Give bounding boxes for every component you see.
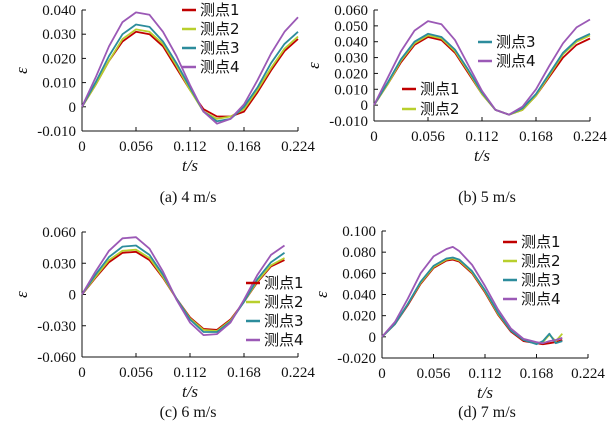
y-tick-label: 0.080 <box>342 245 376 261</box>
x-tick-label: 0.224 <box>281 365 315 381</box>
series-line-4 <box>381 245 563 345</box>
x-tick-label: 0.056 <box>119 139 153 155</box>
series-line-2 <box>373 34 591 116</box>
y-axis-title: ε <box>12 67 31 74</box>
x-tick-label: 0.112 <box>468 366 501 382</box>
series-line-3 <box>81 23 299 123</box>
y-tick-label: 0.020 <box>42 51 76 67</box>
panel-caption: (b) 5 m/s <box>458 189 516 206</box>
x-tick-label: 0.112 <box>173 139 206 155</box>
y-tick-label: 0.010 <box>42 76 76 92</box>
legend-label: 测点2 <box>420 100 460 118</box>
panel-caption: (d) 7 m/s <box>458 404 516 421</box>
x-axis-title: t/s <box>477 383 493 402</box>
y-tick-label: 0.050 <box>334 19 368 35</box>
y-tick-label: -0.010 <box>329 114 368 130</box>
legend-label: 测点4 <box>200 58 240 76</box>
y-tick-label: 0.020 <box>342 309 376 325</box>
legend-label: 测点1 <box>521 233 561 251</box>
legend-label: 测点1 <box>200 1 240 19</box>
x-tick-label: 0.224 <box>571 366 605 382</box>
y-tick-label: -0.020 <box>337 351 376 367</box>
legend-label: 测点2 <box>521 252 561 270</box>
series-line-1 <box>373 36 591 116</box>
y-tick-label: 0.040 <box>42 3 76 19</box>
x-tick-label: 0 <box>378 366 386 382</box>
x-tick-label: 0 <box>78 139 86 155</box>
y-tick-label: 0.060 <box>342 266 376 282</box>
x-tick-label: 0.056 <box>119 365 153 381</box>
x-axis-title: t/s <box>182 382 198 401</box>
y-tick-label: 0.030 <box>42 256 76 272</box>
y-tick-label: 0.040 <box>342 288 376 304</box>
x-axis-title: t/s <box>474 146 490 165</box>
x-tick-label: 0.224 <box>573 129 607 145</box>
legend-label: 测点4 <box>496 52 536 70</box>
y-tick-label: 0.010 <box>334 82 368 98</box>
legend-label: 测点3 <box>496 33 536 51</box>
y-tick-label: 0.040 <box>334 35 368 51</box>
y-tick-label: -0.060 <box>37 350 76 366</box>
legend-label: 测点3 <box>200 39 240 57</box>
series-line-4 <box>373 18 591 116</box>
x-tick-label: 0 <box>78 365 86 381</box>
y-tick-label: 0 <box>369 330 377 346</box>
x-tick-label: 0.168 <box>227 365 261 381</box>
x-tick-label: 0.056 <box>417 366 451 382</box>
x-tick-label: 0.056 <box>411 129 445 145</box>
y-tick-label: 0.030 <box>334 51 368 67</box>
y-tick-label: 0.060 <box>334 3 368 19</box>
y-tick-label: 0 <box>69 100 77 116</box>
series-line-4 <box>81 236 286 337</box>
series-line-4 <box>81 11 299 125</box>
legend-label: 测点2 <box>200 20 240 38</box>
y-tick-label: 0 <box>361 98 369 114</box>
legend-label: 测点4 <box>264 331 304 349</box>
y-tick-label: -0.030 <box>37 319 76 335</box>
y-tick-label: 0 <box>69 288 77 304</box>
chart-panel-3: -0.060 -0.030 0 0.030 0.060 0 0.056 0.112 0.168 0… <box>12 225 315 421</box>
y-tick-label: 0.020 <box>334 66 368 82</box>
y-tick-label: -0.010 <box>37 124 76 140</box>
series-line-3 <box>381 256 563 346</box>
panel-caption: (c) 6 m/s <box>160 404 217 421</box>
series-line-2 <box>81 248 285 332</box>
x-tick-label: 0.112 <box>465 129 498 145</box>
x-tick-label: 0.224 <box>281 139 315 155</box>
legend-label: 测点1 <box>264 274 304 292</box>
x-tick-label: 0 <box>370 129 378 145</box>
series-line-3 <box>373 32 591 116</box>
legend-label: 测点1 <box>420 80 460 98</box>
y-tick-label: 0.030 <box>42 27 76 43</box>
y-axis-title: ε <box>12 291 31 298</box>
series-line-1 <box>81 250 285 331</box>
x-tick-label: 0.168 <box>519 129 553 145</box>
x-tick-label: 0.168 <box>520 366 554 382</box>
series-line-2 <box>81 28 299 120</box>
x-tick-label: 0.112 <box>173 365 206 381</box>
y-axis-title: ε <box>312 291 331 298</box>
legend-label: 测点3 <box>521 271 561 289</box>
y-tick-label: 0.100 <box>342 224 376 240</box>
legend-label: 测点3 <box>264 312 304 330</box>
y-tick-label: 0.060 <box>42 225 76 241</box>
series-line-3 <box>81 244 286 333</box>
panel-caption: (a) 4 m/s <box>160 189 217 206</box>
y-axis-title: ε <box>304 62 323 69</box>
x-tick-label: 0.168 <box>227 139 261 155</box>
legend-label: 测点2 <box>264 293 304 311</box>
x-axis-title: t/s <box>182 156 198 175</box>
legend-label: 测点4 <box>521 290 561 308</box>
